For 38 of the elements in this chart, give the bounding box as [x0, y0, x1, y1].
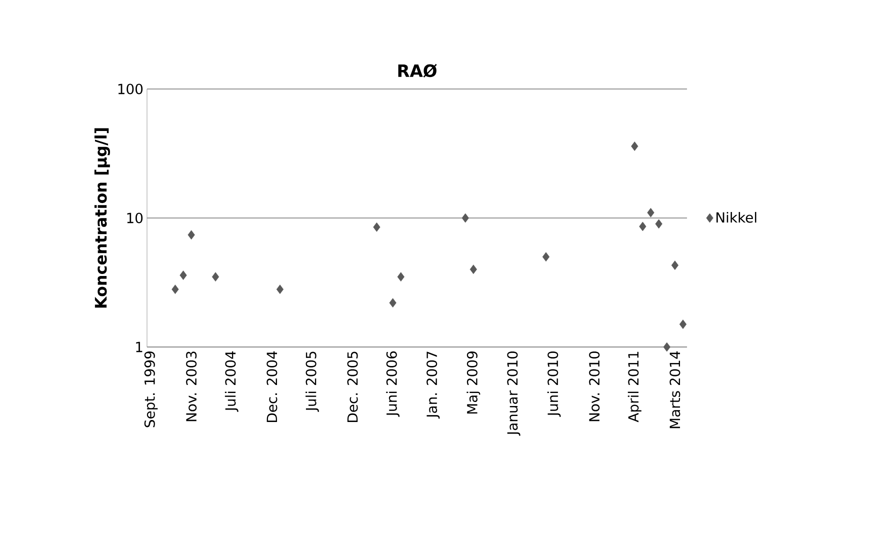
x-tick-label: Marts 2014: [670, 351, 680, 428]
point: [389, 298, 396, 308]
point: [470, 264, 477, 274]
legend-label: Nikkel: [716, 212, 756, 223]
x-tick-label: Juni 2006: [386, 351, 400, 417]
x-tick-label: Dec. 2005: [347, 352, 358, 422]
y-tick-label: 10: [127, 212, 143, 224]
point: [631, 142, 638, 151]
chart-title: RAØ: [398, 64, 437, 78]
y-axis-title: Koncentration [µg/l]: [94, 128, 110, 308]
point: [655, 219, 662, 229]
point: [663, 342, 670, 352]
point: [212, 272, 220, 282]
x-tick-label: Jan. 2007: [426, 352, 440, 419]
point: [188, 230, 195, 240]
point: [172, 284, 179, 294]
point: [647, 208, 654, 218]
x-tick-label: Januar 2010: [507, 351, 520, 436]
x-tick-label: Juli 2004: [224, 351, 238, 412]
x-tick-label: Nov. 2003: [186, 352, 197, 422]
point: [639, 222, 646, 232]
y-tick-label: 1: [136, 342, 142, 352]
x-tick-label: Sept. 1999: [144, 352, 158, 428]
point: [542, 252, 550, 262]
y-tick-label: 100: [118, 84, 143, 94]
x-tick-label: Juli 2005: [306, 352, 319, 412]
x-tick-label: Dec. 2004: [266, 351, 278, 422]
point: [180, 270, 187, 280]
point: [276, 284, 284, 294]
point: [373, 222, 380, 232]
x-tick-label: Nov. 2010: [589, 351, 600, 422]
x-tick-label: April 2011: [628, 352, 642, 422]
x-tick-label: Maj 2009: [466, 352, 480, 414]
point: [671, 260, 678, 270]
point: [462, 213, 469, 223]
x-tick-label: Juni 2010: [547, 351, 561, 417]
point: [679, 320, 687, 329]
point: [397, 272, 404, 282]
